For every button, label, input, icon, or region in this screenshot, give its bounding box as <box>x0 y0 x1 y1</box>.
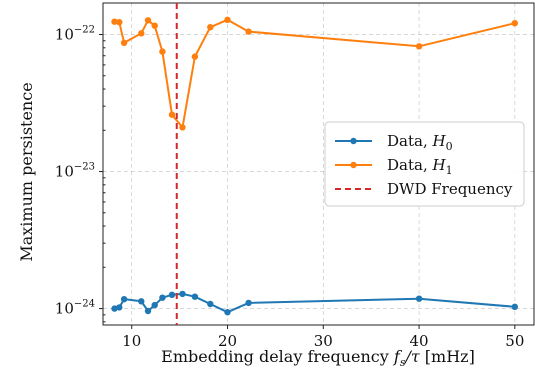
data-point-h1 <box>159 48 166 55</box>
data-point-h0 <box>224 309 231 316</box>
data-point-h0 <box>116 304 123 311</box>
plot-frame <box>102 2 535 326</box>
legend: Data, H0 Data, H1 DWD Frequency <box>324 121 525 207</box>
x-axis-label: Embedding delay frequency fs/τ [mHz] <box>161 347 475 369</box>
data-point-h0 <box>151 301 158 309</box>
data-point-h0 <box>120 296 128 303</box>
data-point-h1 <box>191 53 199 60</box>
x-ticks: 10 20 30 40 50 <box>122 325 524 350</box>
y-tick-label: 10−23 <box>55 162 95 181</box>
data-point-h1 <box>151 22 158 29</box>
legend-dwd-label: DWD Frequency <box>387 180 513 198</box>
data-point-h1 <box>179 124 186 131</box>
legend-h1-label: Data, H1 <box>387 156 453 177</box>
data-point-h1 <box>168 111 176 118</box>
x-tick-label: 10 <box>122 332 141 350</box>
data-point-h0 <box>191 293 199 300</box>
data-point-h0 <box>111 305 118 312</box>
y-tick-label: 10−24 <box>55 299 95 318</box>
y-tick-label: 10−22 <box>55 25 95 44</box>
y-ticks: 10−24 10−23 10−22 <box>55 25 106 323</box>
legend-h0-label: Data, H0 <box>387 132 453 153</box>
legend-box <box>324 121 525 207</box>
data-point-h0 <box>207 300 214 308</box>
legend-h0-marker <box>350 137 357 145</box>
series-line-h1 <box>114 18 516 129</box>
x-tick-label: 40 <box>410 332 429 350</box>
data-point-h0 <box>245 299 252 307</box>
data-point-h0 <box>138 298 145 305</box>
data-point-h0 <box>144 307 152 315</box>
x-tick-label: 50 <box>505 332 524 350</box>
legend-h1-marker <box>350 161 357 169</box>
data-point-h1 <box>138 30 145 37</box>
data-point-h1 <box>120 39 128 46</box>
data-point-h1 <box>415 43 423 50</box>
x-tick-label: 30 <box>314 332 333 350</box>
data-point-h0 <box>511 303 518 310</box>
data-point-h1 <box>245 28 252 35</box>
y-axis-label: Maximum persistence <box>17 82 36 261</box>
data-point-h0 <box>179 290 186 298</box>
series-layer <box>111 16 518 316</box>
data-point-h1 <box>207 24 214 31</box>
data-point-h1 <box>144 17 152 24</box>
data-point-h0 <box>159 294 166 301</box>
data-point-h1 <box>224 16 231 23</box>
data-point-h1 <box>116 19 123 26</box>
data-point-h1 <box>511 20 518 27</box>
data-point-h0 <box>415 295 423 302</box>
data-point-h0 <box>168 291 176 298</box>
x-tick-label: 20 <box>218 332 237 350</box>
data-point-h1 <box>111 18 118 25</box>
